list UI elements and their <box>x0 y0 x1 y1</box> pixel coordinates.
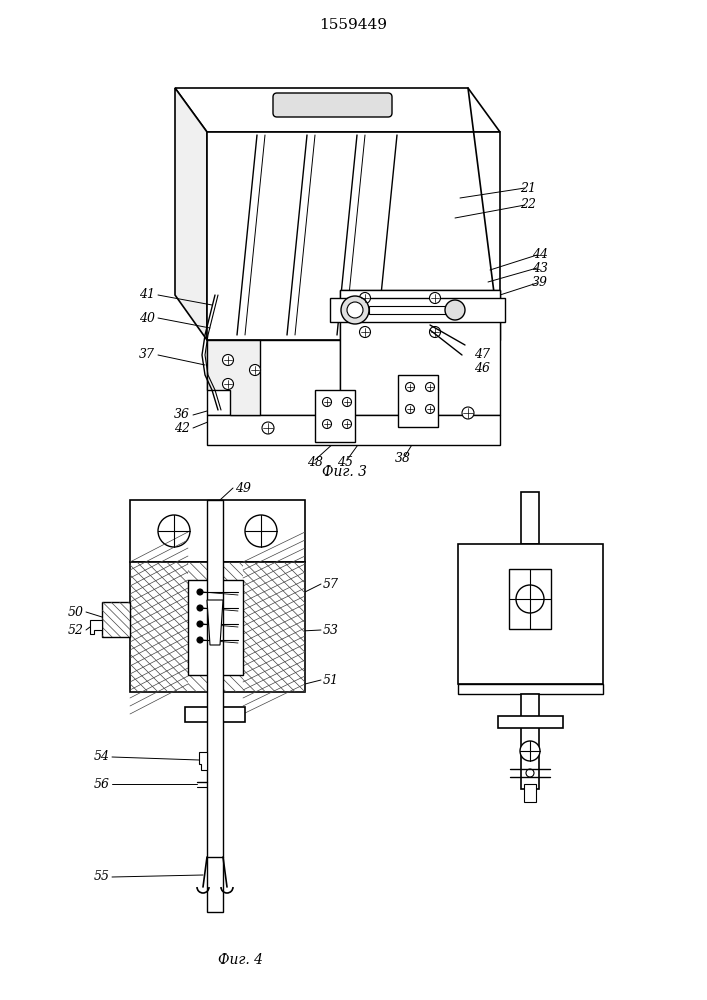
Polygon shape <box>90 620 102 634</box>
Bar <box>130 562 305 692</box>
Circle shape <box>262 422 274 434</box>
Bar <box>521 492 539 544</box>
Circle shape <box>223 378 233 389</box>
Text: 41: 41 <box>139 288 155 302</box>
Circle shape <box>250 364 260 375</box>
Text: 36: 36 <box>174 408 190 422</box>
Circle shape <box>429 326 440 338</box>
Text: 40: 40 <box>139 312 155 324</box>
Text: 46: 46 <box>474 361 490 374</box>
Text: 38: 38 <box>395 452 411 464</box>
Bar <box>524 784 536 802</box>
Circle shape <box>426 382 435 391</box>
Circle shape <box>359 292 370 304</box>
Text: 56: 56 <box>94 778 110 790</box>
Circle shape <box>520 741 540 761</box>
Circle shape <box>406 382 414 391</box>
Circle shape <box>197 621 203 627</box>
Bar <box>458 684 603 694</box>
Polygon shape <box>199 752 207 770</box>
Circle shape <box>462 407 474 419</box>
Bar <box>102 602 130 637</box>
Circle shape <box>429 292 440 304</box>
Text: Фиг. 3: Фиг. 3 <box>322 465 368 479</box>
Polygon shape <box>340 290 500 340</box>
Bar <box>315 390 355 442</box>
Bar <box>498 716 563 728</box>
Text: 54: 54 <box>94 750 110 764</box>
Circle shape <box>197 605 203 611</box>
Polygon shape <box>207 340 340 415</box>
Circle shape <box>347 302 363 318</box>
Bar <box>369 306 449 314</box>
Polygon shape <box>175 88 500 132</box>
Circle shape <box>342 397 351 406</box>
Bar <box>509 569 551 629</box>
Bar <box>188 580 243 675</box>
Circle shape <box>245 515 277 547</box>
Circle shape <box>341 296 369 324</box>
Text: 49: 49 <box>235 482 251 494</box>
Polygon shape <box>207 340 260 415</box>
Polygon shape <box>207 600 223 645</box>
Text: 55: 55 <box>94 870 110 884</box>
Bar <box>521 694 539 789</box>
Text: 45: 45 <box>337 456 353 468</box>
Circle shape <box>359 326 370 338</box>
Text: 42: 42 <box>174 422 190 434</box>
Text: 50: 50 <box>68 605 84 618</box>
Bar <box>207 500 223 912</box>
Circle shape <box>445 300 465 320</box>
Text: 39: 39 <box>532 276 548 290</box>
Bar <box>130 500 305 562</box>
Bar <box>458 544 603 684</box>
Polygon shape <box>340 290 500 415</box>
Circle shape <box>342 420 351 428</box>
Bar <box>185 707 245 722</box>
Text: 52: 52 <box>68 624 84 637</box>
Text: 57: 57 <box>323 578 339 590</box>
Circle shape <box>526 769 534 777</box>
Polygon shape <box>207 132 500 340</box>
Circle shape <box>406 404 414 414</box>
Text: 48: 48 <box>307 456 323 468</box>
Circle shape <box>516 585 544 613</box>
FancyBboxPatch shape <box>273 93 392 117</box>
Text: Фиг. 4: Фиг. 4 <box>218 953 262 967</box>
Bar <box>330 298 505 322</box>
Polygon shape <box>175 88 207 340</box>
Text: 22: 22 <box>520 198 536 212</box>
Text: 47: 47 <box>474 349 490 361</box>
Circle shape <box>158 515 190 547</box>
Circle shape <box>322 397 332 406</box>
Circle shape <box>197 589 203 595</box>
Circle shape <box>322 420 332 428</box>
Text: 53: 53 <box>323 624 339 637</box>
Polygon shape <box>207 415 500 445</box>
Text: 37: 37 <box>139 349 155 361</box>
Circle shape <box>223 355 233 365</box>
Text: 43: 43 <box>532 261 548 274</box>
Text: 51: 51 <box>323 674 339 686</box>
Circle shape <box>426 404 435 414</box>
Text: 1559449: 1559449 <box>319 18 387 32</box>
Text: 44: 44 <box>532 248 548 261</box>
Bar <box>398 375 438 427</box>
Text: 21: 21 <box>520 182 536 194</box>
Circle shape <box>197 637 203 643</box>
